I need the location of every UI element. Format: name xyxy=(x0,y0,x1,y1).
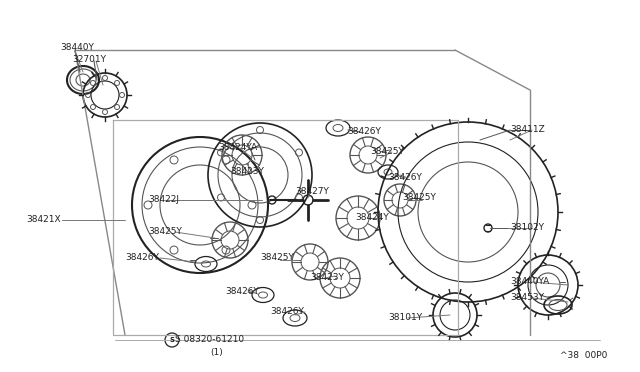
Text: 38102Y: 38102Y xyxy=(510,224,544,232)
Text: 38421X: 38421X xyxy=(26,215,61,224)
Text: 38426Y: 38426Y xyxy=(270,308,304,317)
Text: 38425Y: 38425Y xyxy=(402,193,436,202)
Text: 38440Y: 38440Y xyxy=(60,44,94,52)
Text: 38424YA: 38424YA xyxy=(218,144,257,153)
Text: 38423Y: 38423Y xyxy=(230,167,264,176)
Text: 38453Y: 38453Y xyxy=(510,294,544,302)
Text: 38440YA: 38440YA xyxy=(510,278,549,286)
Text: 38425Y: 38425Y xyxy=(260,253,294,263)
Text: 38422J: 38422J xyxy=(148,196,179,205)
Text: 38411Z: 38411Z xyxy=(510,125,545,135)
Text: 32701Y: 32701Y xyxy=(72,55,106,64)
Text: 38426Y: 38426Y xyxy=(225,288,259,296)
Text: ^38  00P0: ^38 00P0 xyxy=(560,350,607,359)
Text: 38423Y: 38423Y xyxy=(310,273,344,282)
Text: 38426Y: 38426Y xyxy=(347,128,381,137)
Text: S 08320-61210: S 08320-61210 xyxy=(175,336,244,344)
Text: S: S xyxy=(170,337,175,343)
Text: 38427Y: 38427Y xyxy=(295,187,329,196)
Text: 38426Y: 38426Y xyxy=(388,173,422,183)
Text: 38425Y: 38425Y xyxy=(148,228,182,237)
Text: 38426Y: 38426Y xyxy=(125,253,159,263)
Text: 38101Y: 38101Y xyxy=(388,314,422,323)
Text: (1): (1) xyxy=(210,347,223,356)
Text: 38425Y: 38425Y xyxy=(370,148,404,157)
Text: 38424Y: 38424Y xyxy=(355,214,388,222)
